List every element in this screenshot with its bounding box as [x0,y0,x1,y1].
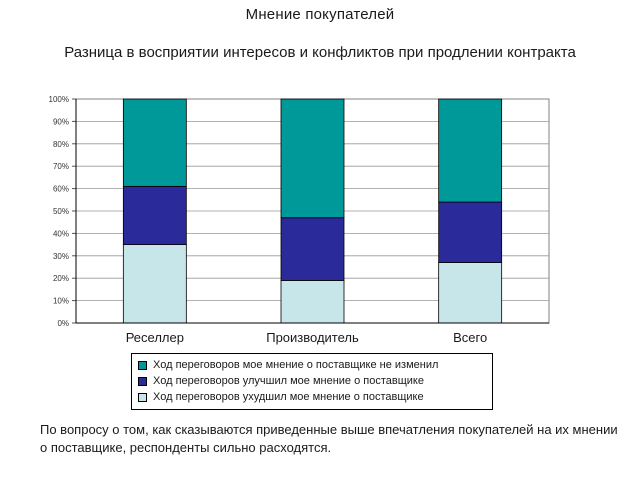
legend-item-improved: Ход переговоров улучшил мое мнение о пос… [138,373,486,389]
y-tick-label: 50% [53,207,69,216]
legend-swatch-improved [138,376,147,386]
legend-label-improved: Ход переговоров улучшил мое мнение о пос… [153,375,424,387]
bar-segment-improved [438,201,503,263]
bar-segment-worsened [280,280,345,324]
bar-segment-improved [280,217,345,281]
legend-label-worsened: Ход переговоров ухудшил мое мнение о пос… [153,391,424,403]
y-tick-label: 30% [53,252,69,261]
y-tick-label: 40% [53,229,69,238]
x-category-label: Производитель [266,330,359,345]
chart-legend: Ход переговоров мое мнение о поставщике … [131,353,493,410]
bar-segment-unchanged [122,98,187,187]
y-tick-label: 80% [53,140,69,149]
x-category-label: Всего [453,330,487,345]
y-tick-label: 20% [53,274,69,283]
y-tick-label: 10% [53,297,69,306]
y-tick-label: 100% [49,95,69,104]
x-category-label: Реселлер [126,330,184,345]
legend-swatch-worsened [138,392,147,402]
bar-segment-worsened [438,262,503,324]
chart-subtitle: Разница в восприятии интересов и конфлик… [64,44,576,61]
legend-swatch-unchanged [138,360,147,370]
y-tick-label: 70% [53,162,69,171]
y-tick-label: 0% [57,319,69,328]
legend-item-unchanged: Ход переговоров мое мнение о поставщике … [138,357,486,373]
legend-item-worsened: Ход переговоров ухудшил мое мнение о пос… [138,389,486,405]
bar-segment-unchanged [280,98,345,219]
legend-label-unchanged: Ход переговоров мое мнение о поставщике … [153,359,439,371]
bar-segment-improved [122,185,187,246]
footnote-text: По вопросу о том, как сказываются привед… [40,422,618,455]
chart-title: Мнение покупателей [245,6,395,23]
bar-segment-unchanged [438,98,503,203]
y-tick-label: 90% [53,117,69,126]
y-tick-label: 60% [53,185,69,194]
bar-segment-worsened [122,244,187,324]
